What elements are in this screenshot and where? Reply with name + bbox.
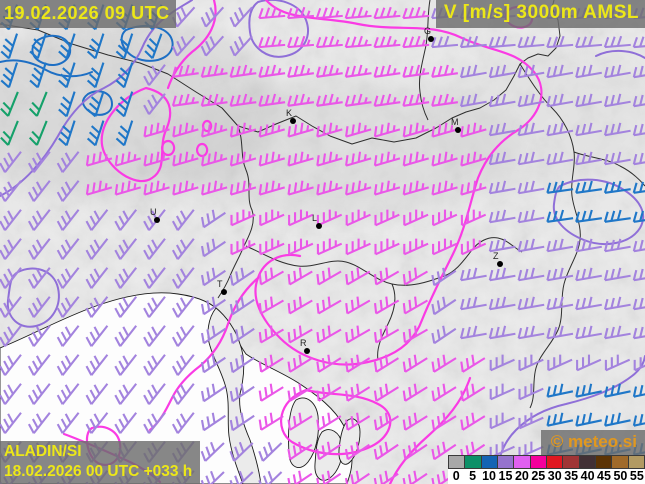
legend-value: 15	[498, 469, 513, 483]
copyright-label: © meteo.si	[540, 430, 645, 455]
legend-color-cell	[481, 456, 498, 468]
wind-speed-legend: 0 5 10 15 20 25 30 35 40 45 50 55	[448, 455, 645, 484]
svg-text:Z: Z	[493, 251, 499, 261]
legend-color-bar	[448, 455, 645, 469]
svg-text:G: G	[424, 26, 431, 36]
legend-value: 35	[564, 469, 579, 483]
legend-value: 20	[514, 469, 529, 483]
legend-value-row: 0 5 10 15 20 25 30 35 40 45 50 55	[448, 469, 645, 484]
legend-value: 30	[547, 469, 562, 483]
legend-color-cell	[530, 456, 547, 468]
svg-text:U: U	[150, 207, 157, 217]
legend-value: 40	[580, 469, 595, 483]
svg-text:K: K	[286, 108, 292, 118]
legend-value: 25	[531, 469, 546, 483]
run-info: 18.02.2026 00 UTC +033 h	[4, 463, 193, 480]
legend-value: 0	[452, 469, 460, 483]
legend-value: 45	[597, 469, 611, 483]
legend-color-cell	[497, 456, 515, 468]
city-marker-k: K	[286, 108, 296, 124]
legend-value: 5	[469, 469, 477, 483]
legend-value: 10	[482, 469, 496, 483]
legend-color-cell	[628, 456, 644, 468]
valid-time-label: 19.02.2026 09 UTC	[0, 0, 176, 28]
legend-color-cell	[514, 456, 531, 468]
legend-color-cell	[595, 456, 613, 468]
legend-value: 55	[629, 469, 644, 483]
city-marker-t: T	[217, 279, 227, 295]
city-marker-m: M	[451, 117, 461, 133]
legend-color-cell	[449, 456, 466, 468]
svg-text:T: T	[217, 279, 223, 289]
city-marker-l: L	[312, 213, 322, 229]
legend-color-cell	[563, 456, 580, 468]
legend-color-cell	[546, 456, 564, 468]
svg-text:M: M	[451, 117, 459, 127]
city-marker-u: U	[150, 207, 160, 223]
legend-color-cell	[612, 456, 629, 468]
city-marker-r: R	[300, 338, 310, 354]
svg-text:R: R	[300, 338, 307, 348]
legend-color-cell	[465, 456, 482, 468]
city-marker-z: Z	[493, 251, 503, 267]
legend-value: 50	[613, 469, 628, 483]
city-marker-g: G	[424, 26, 434, 42]
model-name: ALADIN/SI	[4, 443, 82, 460]
variable-title-label: V [m/s] 3000m AMSL	[435, 0, 645, 28]
svg-text:L: L	[312, 213, 317, 223]
model-run-label: ALADIN/SI 18.02.2026 00 UTC +033 h	[0, 441, 201, 484]
legend-color-cell	[579, 456, 596, 468]
